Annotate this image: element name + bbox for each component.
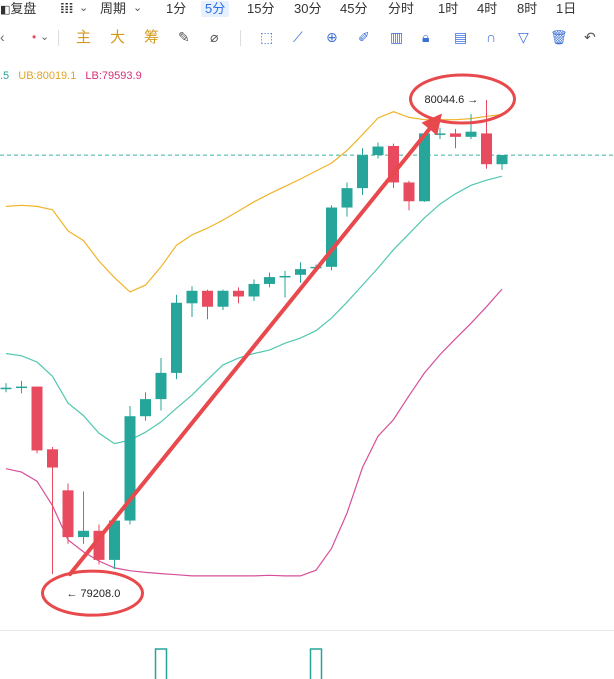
candle[interactable] bbox=[326, 205, 337, 271]
toolbar-divider bbox=[240, 30, 241, 46]
candle[interactable] bbox=[248, 279, 260, 302]
note-icon[interactable]: ▤ bbox=[454, 29, 468, 45]
filter-icon[interactable]: ▽ bbox=[518, 29, 529, 45]
candle[interactable] bbox=[419, 133, 430, 202]
candle[interactable] bbox=[62, 483, 74, 544]
chevron-down-icon[interactable]: ⌄ bbox=[40, 31, 50, 43]
main-force-chip[interactable]: 主 bbox=[76, 29, 92, 46]
candle[interactable] bbox=[78, 491, 89, 544]
bollinger-middle-line bbox=[5, 175, 503, 445]
bollinger-upper-line bbox=[5, 111, 503, 293]
chevron-down-icon[interactable]: ⌄ bbox=[79, 2, 89, 14]
candle[interactable] bbox=[279, 270, 291, 298]
candle[interactable] bbox=[31, 386, 43, 454]
period-1d[interactable]: 1日 bbox=[556, 1, 577, 16]
period-menu[interactable]: 周期 bbox=[100, 1, 127, 16]
bollinger-lower-value: LB:79593.9 bbox=[85, 70, 142, 82]
candles-icon[interactable]: ▥ bbox=[390, 29, 404, 45]
candle[interactable] bbox=[372, 142, 384, 159]
toolbar-divider bbox=[58, 30, 59, 46]
candle[interactable] bbox=[450, 128, 461, 149]
candlestick-type-icon[interactable]: 𝍖 bbox=[60, 0, 74, 17]
adjust-toggle[interactable]: ◧复盘 bbox=[0, 1, 37, 16]
bollinger-readout: .5 UB:80019.1 LB:79593.9 bbox=[0, 70, 148, 82]
period-5m[interactable]: 5分 bbox=[201, 1, 230, 17]
period-8h[interactable]: 8时 bbox=[517, 1, 538, 16]
candle[interactable] bbox=[171, 294, 182, 380]
cursor-icon[interactable]: ⬚ bbox=[260, 29, 274, 45]
candle[interactable] bbox=[496, 155, 508, 170]
candle[interactable] bbox=[16, 380, 27, 394]
volume-bar bbox=[309, 648, 323, 679]
period-4h[interactable]: 4时 bbox=[477, 1, 498, 16]
candle[interactable] bbox=[109, 520, 120, 570]
candle[interactable] bbox=[403, 180, 415, 211]
period-toolbar: ◧复盘 𝍖 ⌄ 周期 ⌄ 1分 5分 15分 30分 45分 分时 1时 4时 … bbox=[0, 0, 614, 18]
candle[interactable] bbox=[202, 289, 213, 320]
period-timeshare[interactable]: 分时 bbox=[388, 1, 415, 16]
candle[interactable] bbox=[481, 100, 492, 169]
drawing-toolbar: ‹ • ⌄ 主 大 筹 ✎ ⌀ ⬚ ⟋ ⊕ ✐ ▥ 🔒︎ ▤ ∩ ▽ 🗑︎ ↶ bbox=[0, 26, 614, 50]
candle[interactable] bbox=[140, 392, 151, 421]
period-1h[interactable]: 1时 bbox=[438, 1, 459, 16]
ruler-icon[interactable]: ⟋ bbox=[293, 29, 303, 45]
bollinger-mid-value: .5 bbox=[0, 70, 10, 82]
period-1m[interactable]: 1分 bbox=[166, 1, 187, 16]
volume-bar bbox=[154, 648, 168, 679]
candle[interactable] bbox=[341, 182, 353, 217]
candle[interactable] bbox=[295, 262, 306, 283]
candle[interactable] bbox=[186, 286, 198, 318]
candle[interactable] bbox=[47, 447, 58, 575]
high-price-label: 80044.6 → bbox=[425, 94, 479, 106]
indicator-dot-icon[interactable]: • bbox=[32, 30, 37, 44]
pencil-icon[interactable]: ✐ bbox=[358, 29, 370, 45]
low-price-circle bbox=[41, 569, 144, 617]
bollinger-upper-value: UB:80019.1 bbox=[18, 70, 77, 82]
low-price-label: ← 79208.0 bbox=[67, 588, 121, 600]
clear-drawing-icon[interactable]: ⌀ bbox=[210, 29, 219, 45]
adjust-icon: ◧ bbox=[0, 4, 11, 16]
volume-pane-divider bbox=[0, 630, 614, 631]
candle[interactable] bbox=[0, 383, 12, 393]
magnet-icon[interactable]: ∩ bbox=[486, 29, 497, 45]
chip-distribution-chip[interactable]: 筹 bbox=[144, 29, 160, 46]
undo-icon[interactable]: ↶ bbox=[584, 29, 596, 45]
trend-arrow bbox=[68, 117, 439, 577]
candle[interactable] bbox=[155, 358, 167, 411]
bollinger-lower-line bbox=[5, 288, 503, 577]
big-order-chip[interactable]: 大 bbox=[110, 29, 126, 46]
candle[interactable] bbox=[217, 289, 229, 311]
trash-icon[interactable]: 🗑︎ bbox=[550, 29, 568, 45]
candle[interactable] bbox=[233, 287, 244, 304]
zoom-icon[interactable]: ⊕ bbox=[326, 29, 338, 45]
candle[interactable] bbox=[124, 405, 136, 525]
back-icon[interactable]: ‹ bbox=[0, 29, 5, 45]
edit-icon[interactable]: ✎ bbox=[178, 29, 190, 45]
high-price-circle bbox=[409, 73, 516, 125]
candle[interactable] bbox=[434, 127, 446, 140]
candle[interactable] bbox=[388, 143, 399, 189]
candlestick-chart[interactable]: 80044.6 → ← 79208.0 bbox=[0, 50, 614, 679]
candle[interactable] bbox=[357, 148, 368, 195]
period-45m[interactable]: 45分 bbox=[340, 1, 368, 16]
candle[interactable] bbox=[264, 272, 275, 288]
lock-icon[interactable]: 🔒︎ bbox=[422, 29, 430, 45]
chevron-down-icon[interactable]: ⌄ bbox=[133, 2, 143, 14]
period-15m[interactable]: 15分 bbox=[247, 1, 275, 16]
candle[interactable] bbox=[465, 114, 477, 140]
candle[interactable] bbox=[93, 524, 105, 565]
period-30m[interactable]: 30分 bbox=[294, 1, 322, 16]
